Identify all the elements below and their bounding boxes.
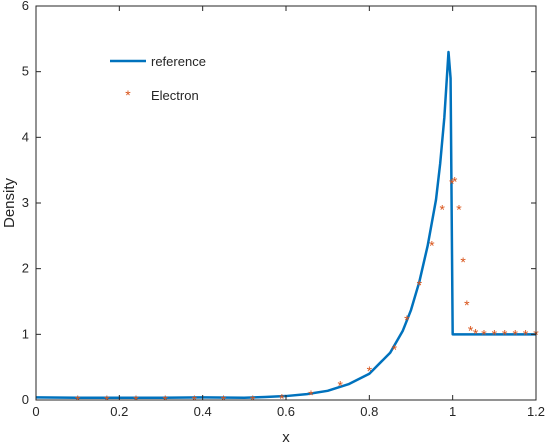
legend-electron-marker: *: [125, 87, 131, 103]
y-tick-label: 2: [22, 261, 29, 276]
tick-labels: 0 0.2 0.4 0.6 0.8 1 1.2 0 1 2 3 4 5 6: [22, 0, 545, 419]
data-point-electron: *: [481, 326, 487, 342]
data-point-electron: *: [279, 391, 285, 407]
x-tick-label: 0.2: [110, 404, 128, 419]
legend-electron-label: Electron: [151, 88, 199, 103]
legend-reference-label: reference: [151, 54, 206, 69]
axes: [35, 5, 537, 401]
y-tick-label: 0: [22, 392, 29, 407]
data-point-electron: *: [512, 326, 518, 342]
data-point-electron: *: [456, 202, 462, 218]
y-tick-label: 4: [22, 129, 29, 144]
y-tick-label: 3: [22, 195, 29, 210]
data-point-electron: *: [367, 363, 373, 379]
data-point-electron: *: [473, 326, 479, 342]
data-point-electron: *: [523, 326, 529, 342]
data-point-electron: *: [449, 175, 455, 191]
data-point-electron: *: [429, 238, 435, 254]
data-point-electron: *: [452, 173, 458, 189]
x-axis-label: x: [282, 429, 290, 444]
x-tick-label: 0: [32, 404, 39, 419]
legend: reference * Electron: [110, 54, 206, 103]
data-point-electron: *: [404, 312, 410, 328]
y-axis-label: Density: [1, 177, 18, 228]
data-point-electron: *: [502, 326, 508, 342]
x-tick-label: 1.2: [527, 404, 545, 419]
data-point-electron: *: [440, 202, 446, 218]
x-tick-label: 0.8: [360, 404, 378, 419]
data-point-electron: *: [308, 387, 314, 403]
x-tick-label: 1: [449, 404, 456, 419]
series-line-reference: [35, 50, 536, 399]
data-point-electron: *: [417, 277, 423, 293]
data-point-electron: *: [337, 378, 343, 394]
data-point-electron: *: [392, 341, 398, 357]
x-tick-label: 0.4: [194, 404, 212, 419]
data-point-electron: *: [468, 322, 474, 338]
data-point-electron: *: [460, 254, 466, 270]
x-tick-label: 0.6: [277, 404, 295, 419]
data-point-electron: *: [464, 297, 470, 313]
y-tick-label: 5: [22, 64, 29, 79]
data-point-electron: *: [492, 326, 498, 342]
y-tick-label: 6: [22, 0, 29, 13]
y-tick-label: 1: [22, 326, 29, 341]
